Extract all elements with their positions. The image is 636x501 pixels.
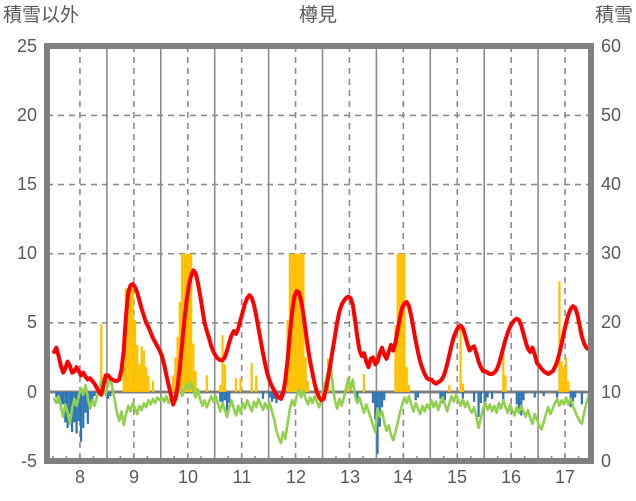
x-axis-tick: 17	[554, 467, 576, 487]
y-left-tick: -5	[20, 451, 37, 471]
x-axis-tick: 15	[446, 467, 468, 487]
y-right-tick: 60	[601, 36, 622, 56]
y-left-tick: 5	[26, 312, 37, 332]
x-axis-tick: 9	[128, 467, 139, 487]
y-right-tick: 30	[601, 243, 622, 263]
x-axis-tick: 8	[74, 467, 85, 487]
y-left-tick: 25	[16, 36, 37, 56]
y-left-tick: 10	[16, 243, 37, 263]
x-axis-tick: 10	[177, 467, 199, 487]
x-axis-tick: 12	[285, 467, 307, 487]
x-axis-tick: 16	[500, 467, 522, 487]
y-right-tick: 10	[601, 382, 622, 402]
y-right-tick: 50	[601, 105, 622, 125]
y-left-tick: 15	[16, 174, 37, 194]
x-axis-tick: 13	[339, 467, 361, 487]
chart-title: 樽見	[298, 5, 338, 26]
x-axis-tick: 14	[392, 467, 414, 487]
y-right-tick: 0	[601, 451, 612, 471]
y-right-tick: 20	[601, 312, 622, 332]
right-axis-title: 積雪	[594, 5, 633, 26]
y-left-tick: 20	[16, 105, 37, 125]
left-axis-title: 積雪以外	[3, 5, 80, 26]
y-right-tick: 40	[601, 174, 622, 194]
x-axis-tick: 11	[232, 467, 252, 487]
y-left-tick: 0	[26, 382, 37, 402]
